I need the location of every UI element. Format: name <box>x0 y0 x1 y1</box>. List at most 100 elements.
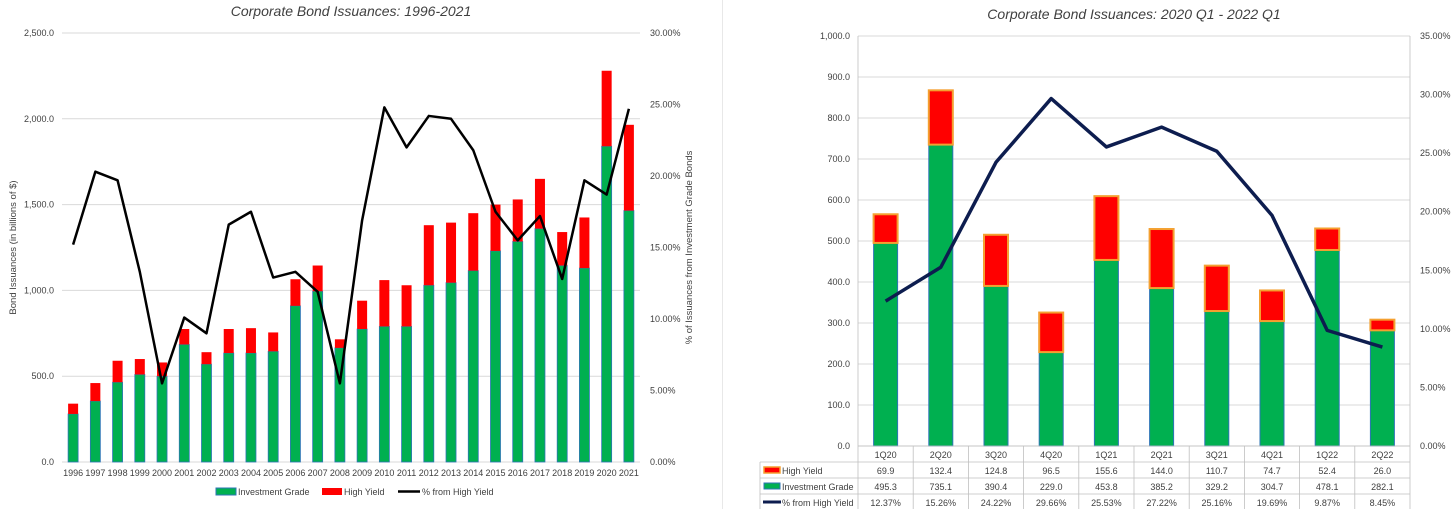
high-yield-percent-line <box>884 96 1383 349</box>
y-tick-label: 0.0 <box>41 457 54 467</box>
x-tick-label: 1997 <box>85 468 105 478</box>
y-tick-label: 1,000.0 <box>820 31 850 41</box>
investment-grade-bar <box>378 326 390 463</box>
table-cell: 26.0 <box>1374 466 1392 476</box>
high-yield-bar <box>1038 311 1065 354</box>
table-category-label: 2Q22 <box>1371 450 1393 460</box>
table-cell: 282.1 <box>1371 482 1394 492</box>
high-yield-bar <box>223 329 234 354</box>
investment-grade-bar <box>67 413 79 463</box>
y2-tick-label: 5.00% <box>1420 382 1446 392</box>
high-yield-bar <box>379 280 390 327</box>
investment-grade-bar <box>445 282 457 463</box>
table-cell: 453.8 <box>1095 482 1118 492</box>
y-axis-label: Bond Issuances (in billions of $) <box>8 180 19 314</box>
x-tick-label: 2010 <box>374 468 394 478</box>
high-yield-bar <box>134 359 145 375</box>
x-tick-label: 2019 <box>574 468 594 478</box>
high-yield-bar <box>601 70 612 147</box>
y-tick-label: 100.0 <box>827 400 850 410</box>
table-cell: 74.7 <box>1263 466 1281 476</box>
high-yield-bar <box>179 329 190 345</box>
high-yield-bar <box>268 332 279 352</box>
x-tick-label: 2004 <box>241 468 261 478</box>
y-tick-label: 400.0 <box>827 277 850 287</box>
table-cell: 132.4 <box>930 466 953 476</box>
high-yield-bar <box>927 89 954 146</box>
high-yield-bar <box>290 279 301 306</box>
chart-title: Corporate Bond Issuances: 2020 Q1 - 2022… <box>987 6 1280 22</box>
table-cell: 25.16% <box>1202 498 1233 508</box>
legend-investment-grade-swatch <box>215 487 237 496</box>
investment-grade-bar <box>112 381 123 463</box>
x-tick-label: 2001 <box>174 468 194 478</box>
high-yield-bar <box>68 403 79 414</box>
high-yield-bar <box>872 213 899 244</box>
high-yield-bar <box>534 178 545 229</box>
y-tick-label: 2,000.0 <box>24 114 54 124</box>
high-yield-bar <box>1369 318 1396 332</box>
high-yield-bar <box>157 362 168 377</box>
y-tick-label: 300.0 <box>827 318 850 328</box>
x-tick-label: 1996 <box>63 468 83 478</box>
investment-grade-bar <box>401 326 412 463</box>
high-yield-bar <box>1148 228 1175 290</box>
x-tick-label: 2011 <box>397 468 416 478</box>
table-cell: 229.0 <box>1040 482 1063 492</box>
y2-tick-label: 30.00% <box>1420 90 1451 100</box>
investment-grade-bar <box>928 144 954 447</box>
y2-tick-label: 0.00% <box>650 457 676 467</box>
investment-grade-bar <box>290 305 301 463</box>
table-cell: 15.26% <box>926 498 957 508</box>
y2-tick-label: 5.00% <box>650 386 676 396</box>
table-cell: 155.6 <box>1095 466 1118 476</box>
table-category-label: 3Q21 <box>1206 450 1228 460</box>
investment-grade-bar <box>201 363 212 463</box>
table-category-label: 4Q21 <box>1261 450 1283 460</box>
y-tick-label: 1,000.0 <box>24 285 54 295</box>
table-cell: 29.66% <box>1036 498 1067 508</box>
investment-grade-bar <box>1369 329 1395 447</box>
investment-grade-bar <box>245 352 257 463</box>
investment-grade-bar <box>178 344 190 463</box>
y2-tick-label: 30.00% <box>650 28 681 38</box>
table-high-yield-name: High Yield <box>782 466 823 476</box>
y2-tick-label: 35.00% <box>1420 31 1451 41</box>
table-cell: 9.87% <box>1314 498 1340 508</box>
investment-grade-bar <box>1038 351 1064 447</box>
table-cell: 735.1 <box>930 482 953 492</box>
x-tick-label: 2006 <box>285 468 305 478</box>
x-tick-label: 2021 <box>619 468 639 478</box>
table-category-label: 1Q21 <box>1095 450 1117 460</box>
table-cell: 110.7 <box>1206 466 1228 476</box>
table-cell: 124.8 <box>985 466 1008 476</box>
high-yield-bar <box>357 300 368 330</box>
table-category-label: 4Q20 <box>1040 450 1062 460</box>
high-yield-bar <box>1259 289 1285 323</box>
y2-tick-label: 10.00% <box>650 314 681 324</box>
y-tick-label: 1,500.0 <box>24 200 54 210</box>
investment-grade-bar <box>873 242 899 447</box>
left-chart: Corporate Bond Issuances: 1996-2021 0.0 50… <box>8 3 695 497</box>
investment-grade-bar <box>423 284 435 463</box>
investment-grade-bar <box>556 265 568 463</box>
table-high-yield-swatch <box>763 466 781 474</box>
investment-grade-bar <box>312 290 324 463</box>
table-percent-name: % from High Yield <box>782 498 854 508</box>
y-tick-label: 800.0 <box>827 113 850 123</box>
x-tick-label: 2009 <box>352 468 372 478</box>
high-yield-bar <box>334 339 345 348</box>
table-cell: 25.53% <box>1091 498 1122 508</box>
table-cell: 8.45% <box>1370 498 1396 508</box>
high-yield-bar <box>468 213 479 271</box>
investment-grade-bar <box>1093 259 1119 447</box>
high-yield-bar <box>983 233 1009 287</box>
y2-tick-label: 25.00% <box>1420 148 1451 158</box>
y-tick-label: 2,500.0 <box>24 28 54 38</box>
table-cell: 96.5 <box>1042 466 1060 476</box>
investment-grade-bar <box>467 270 479 463</box>
x-tick-label: 2000 <box>152 468 172 478</box>
investment-grade-bar <box>89 400 101 463</box>
x-tick-label: 2020 <box>597 468 617 478</box>
table-cell: 12.37% <box>870 498 901 508</box>
